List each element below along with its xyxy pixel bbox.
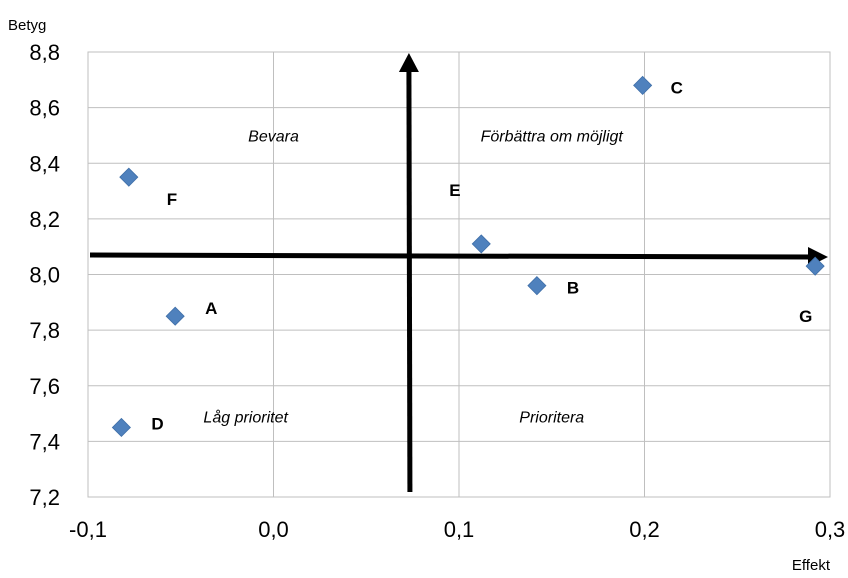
y-tick-label: 8,2 [29,207,60,232]
horizontal-arrow-line [89,252,815,260]
vertical-arrow-line [406,67,413,493]
crosshair-arrows [89,53,828,493]
data-point-marker [119,167,139,187]
x-tick-label: 0,0 [258,517,289,542]
quadrant-label: Förbättra om möjligt [481,128,624,145]
data-point-marker [633,75,653,95]
quadrant-label: Bevara [248,128,299,145]
y-tick-label: 8,6 [29,96,60,121]
y-tick-label: 8,0 [29,263,60,288]
y-tick-label: 8,4 [29,151,60,176]
y-tick-label: 7,6 [29,374,60,399]
data-point-marker [805,256,825,276]
tick-layer: 7,2 7,4 7,6 7,8 8,0 8,2 8,4 8,6 8,8 -0,1 0,0 0,1 0,2… [29,40,845,542]
data-point-label: E [449,181,460,200]
x-tick-label: -0,1 [69,517,107,542]
data-point-marker [527,276,547,296]
y-axis-title: Betyg [8,17,46,34]
point-layer [111,75,825,438]
y-tick-label: 8,8 [29,40,60,65]
x-axis-title: Effekt [792,557,831,574]
grid-layer [87,51,831,498]
data-point-marker [165,306,185,326]
vertical-arrowhead [398,53,419,72]
data-point-label: A [205,299,217,318]
data-point-label: C [671,78,683,97]
quadrant-label: Prioritera [519,409,584,426]
data-point-label: G [799,307,812,326]
x-tick-label: 0,2 [629,517,660,542]
data-point-label: B [567,279,579,298]
label-layer: Bevara Förbättra om möjligt Låg prioritet P… [151,78,812,433]
x-tick-label: 0,3 [815,517,846,542]
data-point-label: D [151,414,163,433]
quadrant-label: Låg prioritet [203,408,288,426]
y-tick-label: 7,8 [29,318,60,343]
data-point-marker [471,234,491,254]
data-point-label: F [167,190,177,209]
y-tick-label: 7,4 [29,429,60,454]
y-tick-label: 7,2 [29,485,60,510]
data-point-marker [111,417,131,438]
x-tick-label: 0,1 [444,517,475,542]
